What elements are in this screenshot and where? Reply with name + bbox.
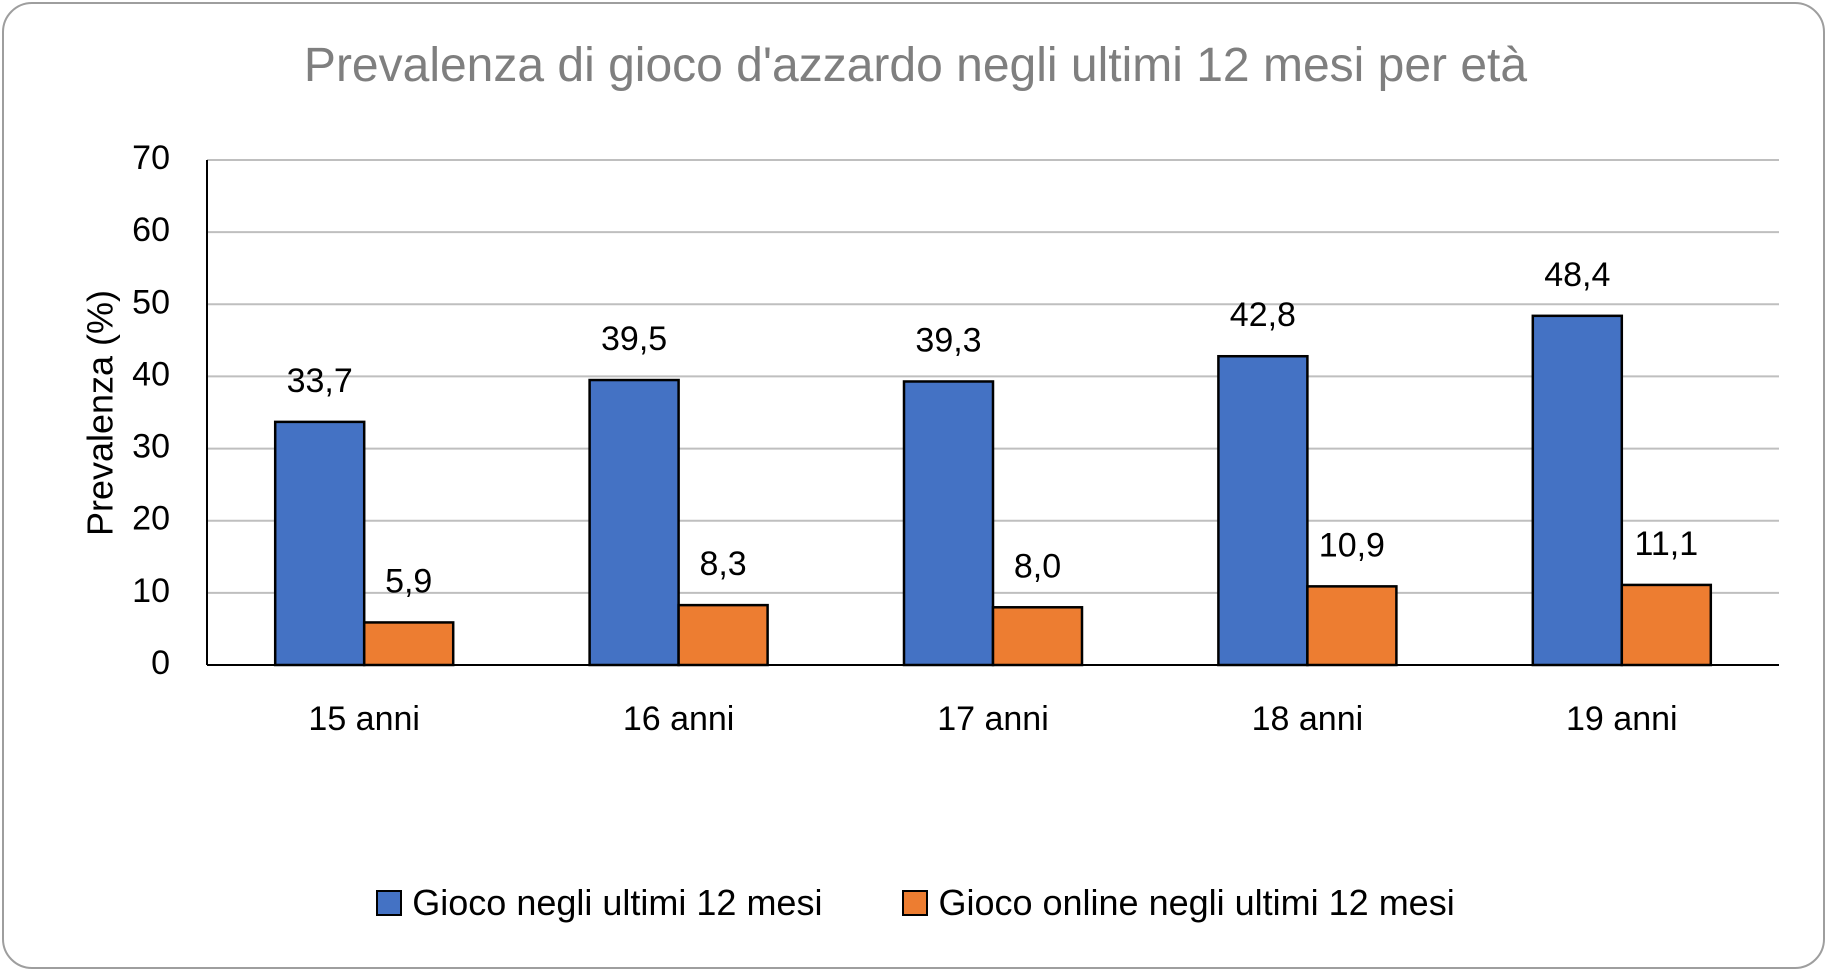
axes bbox=[206, 160, 1779, 666]
legend-label-series-2: Gioco online negli ultimi 12 mesi bbox=[938, 882, 1455, 923]
bar-series-2-4 bbox=[1306, 585, 1398, 667]
data-label-series-2-4: 10,9 bbox=[1319, 526, 1385, 564]
bar-series-2-2 bbox=[677, 603, 769, 667]
legend-swatch-series-2 bbox=[902, 890, 929, 916]
y-tick-label-0: 0 bbox=[151, 644, 170, 682]
data-label-series-1-4: 42,8 bbox=[1230, 296, 1296, 334]
data-label-series-1-1: 33,7 bbox=[287, 362, 353, 400]
legend-item-series-1: Gioco negli ultimi 12 mesi bbox=[376, 882, 822, 924]
y-tick-label-50: 50 bbox=[132, 283, 170, 321]
legend-item-series-2: Gioco online negli ultimi 12 mesi bbox=[902, 882, 1455, 924]
bar-series-2-1 bbox=[362, 621, 455, 667]
data-label-series-2-2: 8,3 bbox=[699, 545, 746, 583]
chart-title: Prevalenza di gioco d'azzardo negli ulti… bbox=[303, 39, 1528, 92]
y-tick-label-10: 10 bbox=[132, 572, 170, 610]
bar-series-2-3 bbox=[991, 606, 1084, 667]
legend-swatch-series-1 bbox=[376, 890, 403, 916]
labels: 0 10 20 30 40 50 60 70 33,7 5,9 15 anni 39,5 8,3 16 a… bbox=[132, 139, 1698, 738]
data-label-series-1-2: 39,5 bbox=[601, 320, 667, 358]
y-tick-label-70: 70 bbox=[132, 139, 170, 177]
y-tick-label-30: 30 bbox=[132, 428, 170, 466]
data-label-series-1-5: 48,4 bbox=[1544, 256, 1610, 294]
x-tick-label-2: 16 anni bbox=[623, 700, 735, 738]
bar-series-1-1 bbox=[273, 420, 366, 667]
bar-series-2-5 bbox=[1620, 583, 1713, 667]
data-label-series-2-3: 8,0 bbox=[1014, 547, 1061, 585]
data-label-series-2-1: 5,9 bbox=[385, 562, 432, 600]
y-tick-label-60: 60 bbox=[132, 211, 170, 249]
x-tick-label-1: 15 anni bbox=[308, 700, 420, 738]
legend: Gioco negli ultimi 12 mesi Gioco online … bbox=[0, 882, 1831, 924]
y-tick-label-20: 20 bbox=[132, 500, 170, 538]
x-tick-label-4: 18 anni bbox=[1252, 700, 1364, 738]
x-tick-label-5: 19 anni bbox=[1566, 700, 1678, 738]
bar-series-1-5 bbox=[1531, 314, 1624, 667]
data-label-series-1-3: 39,3 bbox=[915, 321, 981, 359]
y-tick-label-40: 40 bbox=[132, 355, 170, 393]
bars bbox=[273, 314, 1713, 667]
x-tick-label-3: 17 anni bbox=[937, 700, 1049, 738]
data-label-series-2-5: 11,1 bbox=[1634, 525, 1698, 563]
bar-series-1-3 bbox=[902, 380, 995, 667]
bar-series-1-4 bbox=[1217, 354, 1309, 667]
bar-series-1-2 bbox=[588, 378, 680, 667]
y-axis-title: Prevalenza (%) bbox=[80, 290, 121, 536]
legend-label-series-1: Gioco negli ultimi 12 mesi bbox=[412, 882, 823, 923]
